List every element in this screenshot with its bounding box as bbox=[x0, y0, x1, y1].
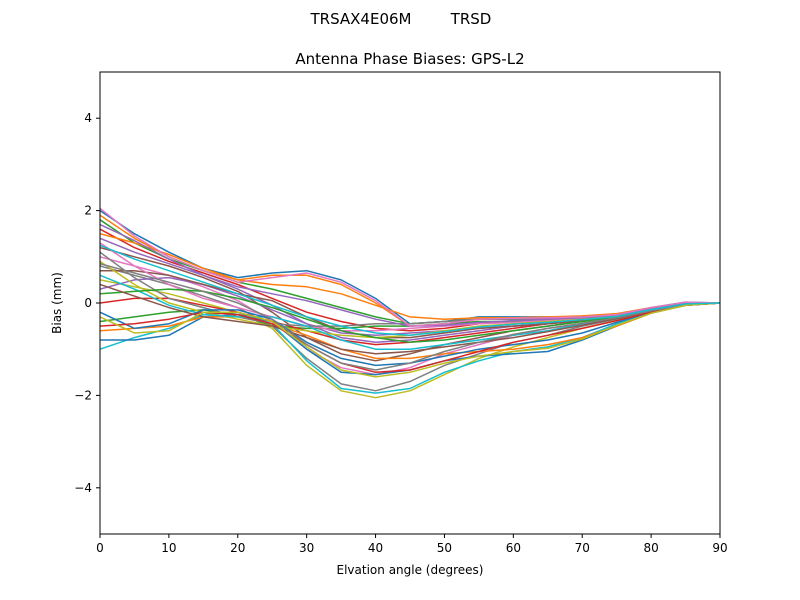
suptitle-antenna: TRSAX4E06M bbox=[310, 10, 412, 28]
suptitle-radome: TRSD bbox=[450, 10, 492, 28]
series-line-22 bbox=[100, 232, 720, 320]
x-tick-label: 50 bbox=[437, 541, 452, 555]
x-tick-label: 80 bbox=[643, 541, 658, 555]
series-line-28 bbox=[100, 262, 720, 371]
series-line-30 bbox=[100, 244, 720, 337]
x-tick-label: 90 bbox=[712, 541, 727, 555]
series-line-27 bbox=[100, 207, 720, 327]
series-line-29 bbox=[100, 302, 720, 378]
y-axis: −4 −2 0 2 4 bbox=[74, 111, 100, 495]
x-tick-label: 60 bbox=[506, 541, 521, 555]
y-tick-label: 4 bbox=[84, 111, 92, 125]
x-tick-label: 10 bbox=[161, 541, 176, 555]
y-tick-label: −2 bbox=[74, 388, 92, 402]
y-tick-label: 0 bbox=[84, 296, 92, 310]
x-axis-label: Elvation angle (degrees) bbox=[337, 563, 484, 577]
y-tick-label: −4 bbox=[74, 481, 92, 495]
x-tick-label: 20 bbox=[230, 541, 245, 555]
y-axis-label: Bias (mm) bbox=[50, 272, 64, 334]
x-tick-label: 40 bbox=[368, 541, 383, 555]
y-tick-label: 2 bbox=[84, 204, 92, 218]
x-axis: 0 10 20 30 40 50 60 70 80 90 bbox=[96, 534, 728, 555]
series-line-26 bbox=[100, 283, 720, 355]
x-tick-label: 70 bbox=[575, 541, 590, 555]
x-tick-label: 0 bbox=[96, 541, 104, 555]
chart-title: Antenna Phase Biases: GPS-L2 bbox=[295, 50, 524, 68]
x-tick-label: 30 bbox=[299, 541, 314, 555]
series-lines bbox=[100, 207, 720, 399]
series-line-9 bbox=[100, 279, 720, 399]
